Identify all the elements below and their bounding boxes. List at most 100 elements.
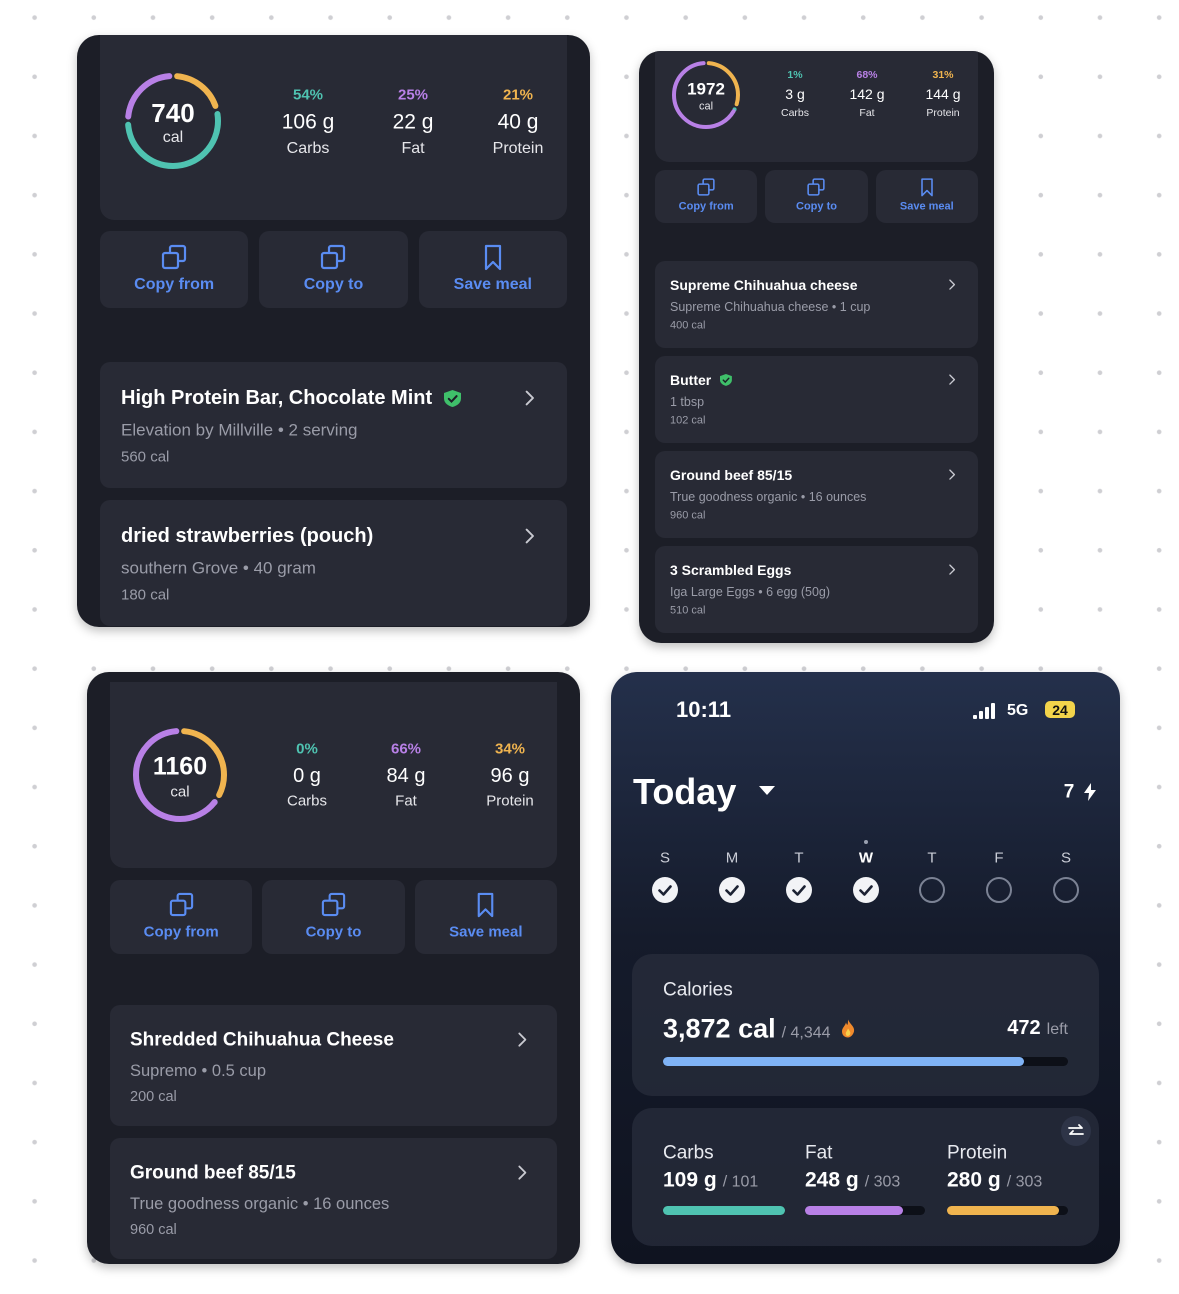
day-letter: S (659, 849, 671, 867)
action-label: Save meal (453, 276, 532, 293)
day-status[interactable] (853, 877, 879, 903)
macro-name: Fat (805, 1142, 833, 1164)
chevron (525, 390, 534, 406)
food-detail: Iga Large Eggs • 6 egg (50g) (670, 584, 831, 599)
action-button[interactable]: Copy to (765, 170, 868, 223)
food-detail: Elevation by Millville • 2 serving (121, 420, 358, 440)
macro-amount: 3 g (785, 86, 805, 102)
macro-percent: 34% (494, 740, 526, 758)
macro-percent: 0% (296, 740, 318, 758)
chevron-path (949, 564, 956, 576)
action-icon (484, 244, 501, 271)
calories-box: Calories 3,872 cal / 4,344 472 left (632, 954, 1099, 1096)
calorie-ring (133, 728, 227, 822)
action-icon (321, 244, 346, 270)
chevron (949, 469, 956, 481)
food-item[interactable]: Butter 1 tbsp 102 cal (655, 356, 978, 443)
swap-circle (1061, 1116, 1091, 1146)
action-label: Copy from (134, 276, 215, 293)
food-item[interactable]: Ground beef 85/15 True goodness organic •… (110, 1138, 557, 1259)
day-done-circle (853, 877, 879, 903)
food-item[interactable]: Supreme Chihuahua cheese Supreme Chihuahu… (655, 261, 978, 348)
action-button[interactable]: Copy from (110, 880, 253, 954)
action-button[interactable]: Copy from (100, 231, 249, 308)
progress-fill (947, 1206, 1059, 1215)
bookmark-icon (478, 892, 494, 918)
macro-percent: 31% (932, 68, 954, 81)
food-item[interactable]: 3 Scrambled Eggs Iga Large Eggs • 6 egg (… (655, 546, 978, 633)
chevron-path (949, 469, 956, 481)
food-name: High Protein Bar, Chocolate Mint (121, 387, 433, 409)
macro-amount: 96 g (490, 765, 530, 787)
action-button[interactable]: Save meal (875, 170, 978, 223)
copy-icon-front (697, 183, 710, 196)
food-item[interactable]: High Protein Bar, Chocolate Mint Elevatio… (100, 362, 567, 488)
action-button[interactable]: Copy to (259, 231, 408, 308)
food-name-row: Ground beef 85/15 (130, 1164, 296, 1183)
action-label: Copy to (303, 276, 364, 293)
action-button[interactable]: Save meal (414, 880, 557, 954)
battery: 24 (1045, 701, 1075, 718)
day-status[interactable] (652, 877, 678, 903)
food-name: 3 Scrambled Eggs (670, 562, 792, 578)
copy-icon-front (321, 899, 339, 917)
macro-name: Protein (492, 140, 544, 157)
day-status[interactable] (719, 877, 745, 903)
day-done-circle (786, 877, 812, 903)
calories-row: 3,872 cal / 4,344 (663, 1015, 855, 1043)
macro-name: Protein (486, 792, 534, 810)
macro-goal: / 101 (722, 1173, 759, 1191)
swap-button[interactable] (1061, 1116, 1091, 1146)
bookmark-icon (921, 178, 933, 197)
action-icon (169, 892, 193, 917)
calories-remaining-label: left (1046, 1021, 1068, 1038)
signal-bar (985, 707, 989, 719)
food-item[interactable]: dried strawberries (pouch) southern Grove… (100, 500, 567, 626)
food-name-row: Butter (670, 373, 732, 387)
food-calories: 200 cal (130, 1088, 177, 1105)
today-screen: 10:11 5G 24 Today 7 S M T W T F S Calories 3,872 cal /… (611, 672, 1120, 1264)
macro-name: Fat (401, 140, 425, 157)
macro-amount: 106 g (281, 110, 335, 134)
macro-amount: 142 g (849, 86, 885, 102)
food-name: dried strawberries (pouch) (121, 525, 374, 547)
ring-segment (672, 61, 740, 129)
food-name-row: 3 Scrambled Eggs (670, 563, 791, 577)
action-icon (697, 178, 715, 196)
food-calories: 180 cal (121, 586, 170, 604)
calorie-total: 1972 (687, 79, 725, 99)
food-name-row: dried strawberries (pouch) (121, 526, 373, 546)
action-button[interactable]: Copy to (262, 880, 405, 954)
bolt-path (1084, 783, 1096, 801)
calories-goal: / 4,344 (781, 1024, 831, 1042)
day-status[interactable] (786, 877, 812, 903)
copy-icon-front (321, 251, 339, 270)
chevron (518, 1032, 527, 1047)
food-item[interactable]: Shredded Chihuahua Cheese Supremo • 0.5 c… (110, 1005, 557, 1126)
flame-icon (841, 1019, 854, 1038)
macro-amount: 144 g (925, 86, 961, 102)
food-name: Butter (670, 372, 712, 388)
food-item[interactable]: Ground beef 85/15 True goodness organic •… (655, 451, 978, 538)
calories-remaining-row: 472 left (1007, 1018, 1068, 1038)
day-done-circle (719, 877, 745, 903)
chevron (949, 374, 956, 386)
day-status[interactable] (919, 877, 945, 903)
meal-card: 1972 cal 1% 3 g Carbs 68% 142 g Fat 31% 144 g Prot… (639, 51, 994, 643)
current-day-dot (864, 840, 868, 844)
macro-consumed: 280 g (947, 1168, 1001, 1192)
battery-level: 24 (1052, 702, 1068, 718)
day-status[interactable] (986, 877, 1012, 903)
action-label: Copy from (143, 923, 219, 941)
day-status[interactable] (1053, 877, 1079, 903)
calorie-ring (672, 61, 740, 129)
macro-percent: 54% (292, 86, 324, 104)
food-name-row: Ground beef 85/15 (670, 468, 792, 482)
macro-value-row: 109 g / 101 (663, 1170, 758, 1191)
food-name: Ground beef 85/15 (130, 1162, 296, 1184)
day-letter: M (725, 849, 739, 867)
action-button[interactable]: Copy from (655, 170, 758, 223)
signal-bar (991, 703, 995, 719)
action-button[interactable]: Save meal (418, 231, 567, 308)
